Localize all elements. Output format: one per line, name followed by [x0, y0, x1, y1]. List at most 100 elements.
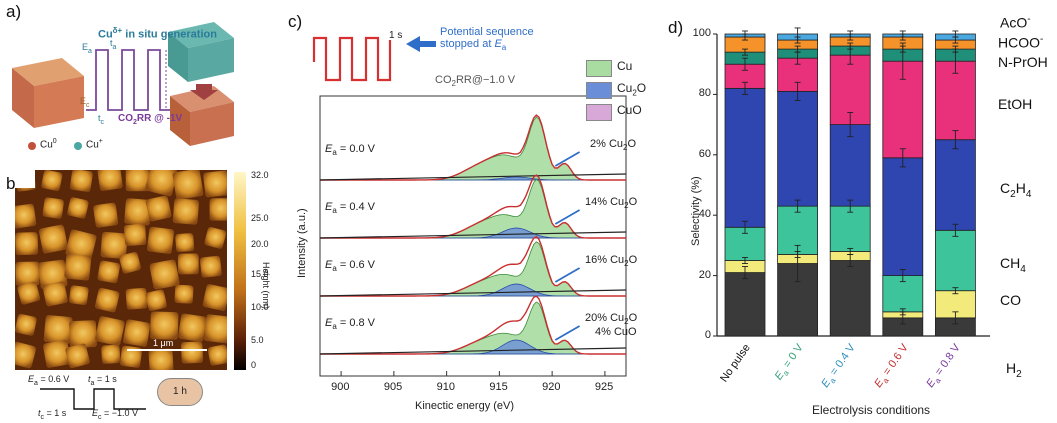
baseline [319, 289, 627, 297]
afm-grain [204, 226, 227, 249]
afm-grain [202, 284, 227, 311]
afm-grain [15, 232, 39, 256]
annotation-arrow [554, 267, 581, 283]
trace-ea-label: Ea = 0.0 V [325, 143, 376, 158]
colorbar [234, 172, 246, 370]
xps-xtick: 915 [489, 381, 508, 393]
afm-grain [42, 197, 64, 219]
legend-swatch [586, 104, 612, 121]
legend-swatch [586, 82, 612, 99]
afm-grain [43, 340, 71, 368]
panel-a-ea: Ea [82, 42, 92, 55]
colorbar-tick: 5.0 [251, 335, 264, 345]
condition-label: CO2RR@−1.0 V [435, 74, 516, 89]
fit-envelope [320, 235, 626, 297]
afm-grain [67, 197, 89, 219]
d-xlabel: Electrolysis conditions [812, 403, 931, 417]
d-ytick: 60 [698, 147, 711, 160]
fit-envelope [320, 174, 626, 239]
scalebar-label: 1 μm [153, 338, 174, 348]
afm-grain [149, 259, 180, 290]
tc-value-b: tc = 1 s [38, 408, 67, 421]
afm-grain [172, 198, 199, 225]
trace-phase-note-2: 4% CuO [595, 326, 637, 338]
d-ytick: 100 [692, 27, 711, 39]
bar-segment [724, 87, 766, 228]
afm-grain [175, 233, 195, 253]
legend-cu0-label: Cu0 [40, 138, 57, 151]
d-series-label: H2 [1006, 360, 1022, 380]
xps-ylabel: Intensity (a.u.) [296, 208, 308, 278]
xps-xtick: 920 [542, 381, 561, 393]
afm-grain [65, 229, 97, 261]
afm-grain [64, 253, 92, 281]
baseline [319, 173, 627, 181]
bar-segment [829, 260, 871, 337]
afm-grain [125, 170, 150, 192]
blue-arrow-icon [406, 36, 436, 52]
annotation-arrow [554, 209, 581, 225]
afm-grain [174, 284, 194, 304]
afm-grain [69, 285, 89, 305]
afm-grain [203, 314, 227, 344]
bar-segment [724, 272, 766, 337]
afm-grain [65, 343, 90, 369]
xps-xtick: 905 [383, 381, 403, 393]
potential-note: Potential sequence stopped at Ea [440, 26, 534, 53]
afm-grain [38, 224, 68, 254]
time-badge: 1 h [157, 378, 203, 406]
afm-grain [180, 341, 204, 364]
selectivity-chart [713, 27, 990, 337]
panel-c-label: c) [288, 12, 303, 31]
afm-grain [207, 344, 227, 366]
afm-grain [41, 170, 63, 191]
afm-grain [124, 198, 152, 226]
colorbar-tick: 20.0 [251, 239, 269, 249]
xps-xtick: 900 [331, 381, 350, 393]
xps-figure [312, 36, 627, 377]
afm-grain [97, 260, 121, 284]
bar-segment [829, 124, 871, 207]
afm-grain [15, 313, 37, 336]
bar-segment [777, 90, 818, 207]
legend-cup-label: Cu+ [86, 138, 103, 151]
top-right-cube-block [168, 22, 234, 82]
afm-grain [178, 313, 207, 342]
panel-a-label: a) [6, 2, 22, 21]
panel-a-ec: Ec [80, 96, 90, 109]
xps-plot-frame [319, 95, 627, 377]
trace-ea-label: Ea = 0.4 V [325, 201, 376, 216]
d-series-label: HCOO- [998, 34, 1044, 51]
ta-value-b: ta = 1 s [88, 374, 117, 387]
d-series-label: EtOH [998, 96, 1033, 112]
afm-grain [100, 231, 128, 259]
d-series-label: N-PrOH [998, 54, 1048, 70]
afm-grain [172, 170, 204, 200]
panel-d-label: d) [668, 18, 684, 37]
afm-grain [15, 261, 40, 286]
afm-grain [97, 170, 123, 191]
afm-grain [145, 170, 178, 197]
pulse-waveform [86, 49, 170, 111]
d-series-label: CO [1000, 292, 1021, 308]
legend-label: Cu [617, 59, 633, 73]
ea-value-b: Ea = 0.6 V [28, 374, 70, 387]
xps-xtick: 910 [436, 381, 455, 393]
legend-label: Cu2O [617, 81, 647, 98]
annotation-arrow [554, 325, 581, 341]
colorbar-tick: 10.0 [251, 302, 269, 312]
afm-grain [15, 203, 37, 229]
afm-grain [125, 287, 148, 310]
afm-grain [101, 344, 121, 364]
afm-grain [123, 319, 151, 347]
d-series-label: C2H4 [1000, 180, 1032, 200]
afm-grain [177, 253, 199, 275]
panel-a-schematic [12, 22, 234, 150]
baseline [319, 231, 627, 239]
bar-segment [882, 157, 924, 277]
trace-phase-note: 16% Cu2O [585, 254, 638, 269]
bar-segment [934, 60, 976, 141]
legend-swatch [586, 60, 612, 77]
afm-grain [42, 281, 68, 307]
ec-value-b: Ec = −1.0 V [92, 408, 139, 421]
